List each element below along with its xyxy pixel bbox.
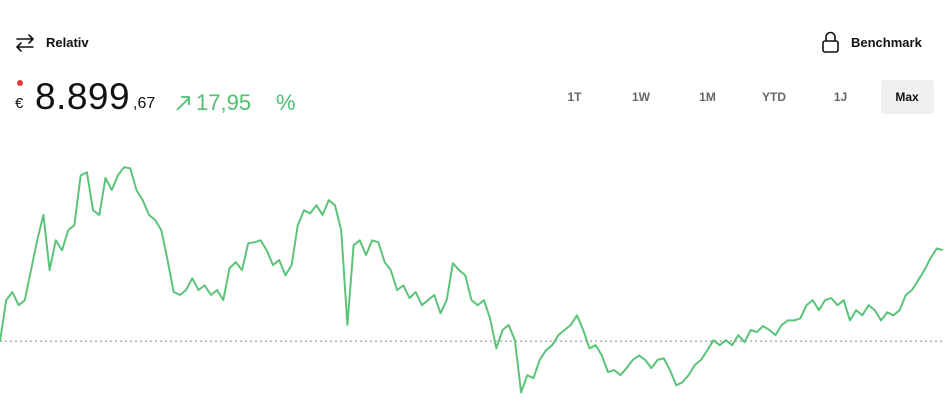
change-unit: % (276, 90, 296, 115)
arrow-right (16, 34, 34, 44)
benchmark-button[interactable]: Benchmark (851, 35, 922, 50)
range-tab[interactable]: 1T (567, 90, 582, 104)
swap-icon[interactable] (16, 34, 34, 52)
arrow-left (16, 42, 34, 52)
relative-toggle[interactable]: Relativ (46, 35, 89, 50)
range-tab[interactable]: 1W (632, 90, 650, 104)
price-integer: 8.899 (35, 76, 131, 117)
range-tabs: 1T 1W 1M YTD 1J Max (548, 80, 945, 114)
lock-shackle (825, 31, 836, 41)
range-tab[interactable]: 1M (699, 90, 716, 104)
price-line (0, 166, 944, 394)
live-dot (17, 80, 23, 86)
price-decimals: ,67 (133, 95, 156, 112)
range-tab[interactable]: 1J (833, 90, 848, 104)
lock-icon[interactable] (822, 31, 839, 53)
lock-body (822, 40, 839, 53)
currency: € (15, 95, 24, 112)
range-tab[interactable]: YTD (762, 90, 786, 104)
up-arrow (176, 96, 190, 111)
range-tab[interactable]: Max (880, 80, 934, 114)
change-value: 17,95 (196, 90, 252, 115)
